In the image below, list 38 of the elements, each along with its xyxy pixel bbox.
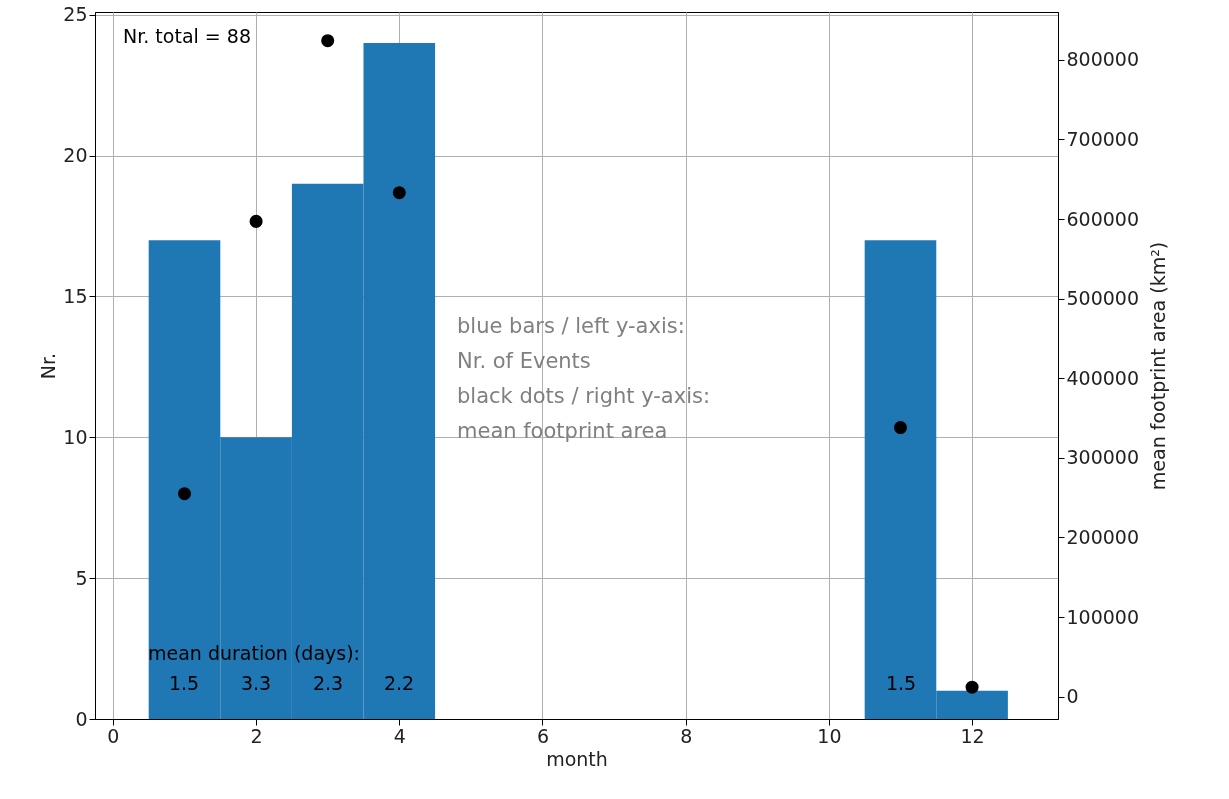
point (392, 186, 406, 200)
x-tick-label: 0 (107, 724, 120, 747)
annotation: 1.5 (885, 672, 917, 694)
y2-tick-label: 500000 (1066, 287, 1140, 310)
point (321, 34, 335, 48)
annotation: 3.3 (240, 672, 272, 694)
annotation: 2.2 (383, 672, 415, 694)
x-tick-label: 2 (250, 724, 263, 747)
y2-tick-label: 600000 (1066, 207, 1140, 230)
annotation: mean duration (days): (148, 642, 360, 664)
y-tick-label: 5 (75, 566, 88, 589)
y-tick-label: 25 (63, 3, 88, 26)
x-tick-label: 10 (817, 724, 842, 747)
x-tick-label: 4 (393, 724, 406, 747)
y2-tick-label: 100000 (1066, 605, 1140, 628)
annotation: 1.5 (168, 672, 200, 694)
x-tick-label: 12 (960, 724, 985, 747)
y-axis-title: Nr. (37, 352, 60, 380)
x-tick-label: 8 (680, 724, 693, 747)
y2-axis-title: mean footprint area (km²) (1147, 241, 1170, 491)
y2-tick-label: 300000 (1066, 446, 1140, 469)
point (177, 487, 192, 501)
y2-tick-label: 0 (1066, 685, 1079, 708)
y-tick-label: 0 (75, 707, 88, 730)
y-tick-label: 15 (63, 284, 88, 307)
y2-tick-label: 700000 (1066, 127, 1140, 150)
y-tick-label: 20 (63, 144, 88, 167)
point (893, 421, 907, 435)
point (249, 214, 263, 228)
x-tick-label: 6 (536, 724, 550, 747)
y2-tick-label: 200000 (1066, 525, 1140, 548)
y2-tick-label: 400000 (1066, 366, 1140, 389)
annotation: 2.3 (312, 672, 344, 694)
y-tick-label: 10 (63, 425, 88, 448)
x-axis-title: month (546, 747, 608, 770)
point (965, 680, 979, 694)
annotation: Nr. total = 88 (123, 25, 251, 47)
y2-tick-label: 800000 (1066, 48, 1140, 71)
